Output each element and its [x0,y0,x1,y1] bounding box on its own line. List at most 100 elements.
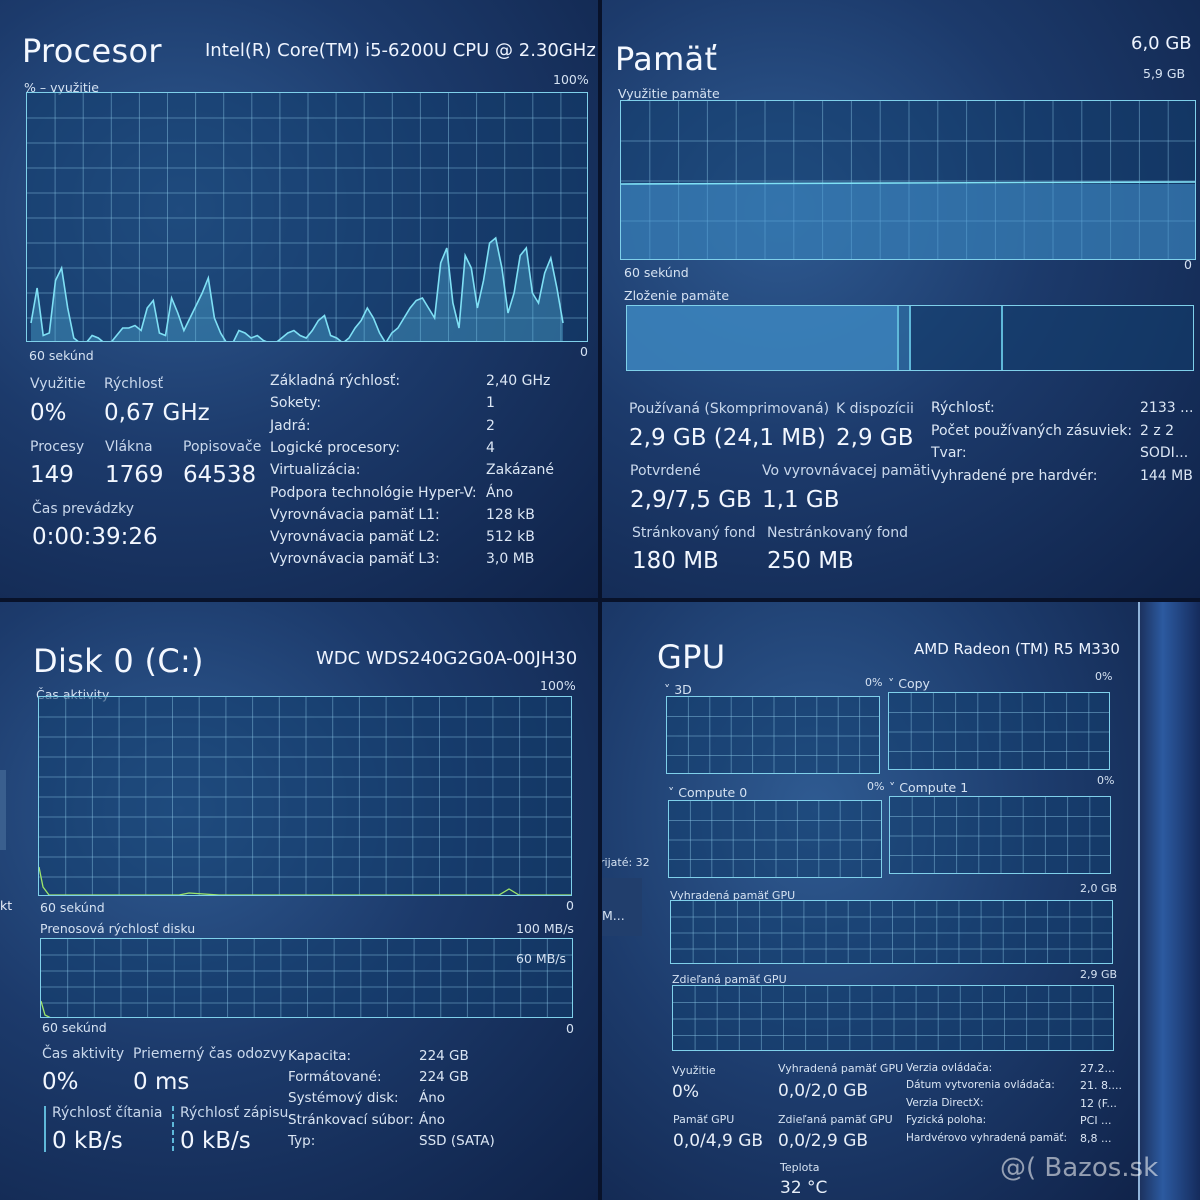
disk-detail-row: Typ: SSD (SATA) [288,1133,588,1154]
gpu-shared-label: Zdieľaná pamäť GPU [672,973,787,986]
memory-in-use-value: 2,9 GB (24,1 MB) [629,425,826,451]
gpu-side-tab: M... [600,878,642,936]
gpu-engine-copy-label[interactable]: ˅ Copy [888,676,930,691]
cpu-detail-key: Podpora technológie Hyper-V: [270,484,477,501]
disk-activity-chart [38,696,572,896]
memory-usage-line [621,181,1195,185]
gpu-engine-copy-graph [889,693,1109,769]
gpu-engine-copy-chart [888,692,1110,770]
disk-detail-key: Formátované: [288,1069,382,1086]
gpu-util-value: 0% [672,1082,699,1102]
gpu-detail-row: Dátum vytvorenia ovládača: 21. 8.... [906,1079,1136,1096]
disk-response-label: Priemerný čas odozvy [133,1046,287,1062]
gpu-util-label: Využitie [672,1064,716,1077]
cpu-threads-value: 1769 [105,462,164,488]
cpu-detail-value: 512 kB [486,529,535,546]
cpu-usage-area [31,238,563,341]
cpu-usage-graph [27,93,587,341]
gpu-detail-value: 12 (F... [1080,1096,1117,1110]
gpu-engine-compute1-label[interactable]: ˅ Compute 1 [889,780,969,795]
disk-detail-row: Systémový disk: Áno [288,1090,588,1111]
disk-write-indicator [172,1106,174,1152]
cpu-uptime-value: 0:00:39:26 [32,524,158,550]
memory-chart-max: 5,9 GB [1143,66,1186,81]
disk-detail-key: Stránkovací súbor: [288,1111,414,1128]
gpu-detail-row: Fyzická poloha: PCI ... [906,1114,1136,1131]
gpu-engine-3d-pct: 0% [865,676,883,689]
memory-min-label: 0 [1184,257,1192,272]
gpu-shared-max: 2,9 GB [1080,968,1118,981]
memory-usage-graph [621,101,1195,259]
cpu-detail-row: Virtualizácia: Zakázané [270,462,590,484]
memory-detail-row: Rýchlosť: 2133 ... [931,400,1199,423]
disk-detail-key: Typ: [288,1132,316,1149]
cpu-speed-value: 0,67 GHz [104,400,210,426]
gpu-model: AMD Radeon (TM) R5 M330 [914,640,1120,658]
disk-detail-row: Stránkovací súbor: Áno [288,1112,588,1133]
gpu-detail-row: Hardvérovo vyhradená pamäť: 8,8 ... [906,1132,1136,1149]
cpu-detail-key: Sokety: [270,395,322,412]
gpu-engine-compute1-name: Compute 1 [899,780,969,795]
memory-nonpaged-value: 250 MB [767,548,854,574]
disk-detail-value: 224 GB [419,1048,469,1064]
gpu-mem-value: 0,0/4,9 GB [673,1131,764,1151]
cpu-detail-key: Vyrovnávacia pamäť L1: [270,506,440,523]
cpu-handles-value: 64538 [183,462,257,488]
gpu-shared-chart [672,985,1114,1051]
memory-paged-value: 180 MB [632,548,719,574]
gpu-engine-compute1-graph [890,797,1110,873]
gpu-detail-key: Verzia ovládača: [906,1062,993,1074]
disk-active-label: Čas aktivity [42,1046,125,1062]
memory-usage-area [621,184,1195,259]
cpu-chart-max: 100% [553,72,589,87]
gpu-dedicated-max: 2,0 GB [1080,882,1118,895]
cpu-detail-row: Vyrovnávacia pamäť L3: 3,0 MB [270,551,590,573]
cpu-detail-row: Logické procesory: 4 [270,440,590,462]
gpu-background-window [1138,600,1200,1200]
gpu-detail-value: 8,8 ... [1080,1131,1112,1145]
disk-panel: Disk 0 (C:) WDC WDS240G2G0A-00JH30 Čas a… [0,600,600,1200]
disk-transfer-line [41,1000,51,1017]
memory-in-use-segment [627,306,897,370]
disk-read-indicator [44,1106,46,1152]
cpu-detail-key: Jadrá: [270,417,311,434]
memory-detail-row: Tvar: SODI... [931,445,1199,468]
disk-active-value: 0% [42,1069,79,1095]
cpu-model: Intel(R) Core(TM) i5-6200U CPU @ 2.30GHz [205,40,596,61]
disk-transfer-mid: 60 MB/s [516,951,566,966]
disk-side-tab [0,770,6,850]
gpu-detail-key: Fyzická poloha: [906,1114,987,1127]
memory-available-value: 2,9 GB [836,425,914,451]
gpu-dedicated-graph [671,901,1112,963]
disk-min-label: 0 [566,898,574,913]
cpu-time-label: 60 sekúnd [29,348,94,363]
memory-detail-value: 144 MB [1140,467,1193,484]
cpu-detail-row: Podpora technológie Hyper-V: Áno [270,485,590,507]
memory-committed-label: Potvrdené [630,463,701,479]
cpu-detail-value: 2 [486,417,495,434]
gpu-detail-key: Verzia DirectX: [906,1096,984,1109]
cpu-detail-value: 3,0 MB [486,551,535,568]
gpu-detail-row: Verzia DirectX: 12 (F... [906,1097,1136,1114]
disk-detail-key: Kapacita: [288,1048,352,1064]
memory-available-label: K dispozícii [836,401,914,417]
disk-activity-graph [39,697,571,895]
gpu-panel: rijaté: 32 M... GPU AMD Radeon (TM) R5 M… [600,600,1200,1200]
gpu-title: GPU [657,638,726,676]
gpu-detail-key: Hardvérovo vyhradená pamäť: [906,1131,1068,1144]
memory-detail-key: Rýchlosť: [931,400,995,416]
disk-write-value: 0 kB/s [180,1128,251,1154]
cpu-uptime-label: Čas prevádzky [32,501,135,517]
disk-transfer-max: 100 MB/s [516,921,574,936]
cpu-detail-row: Základná rýchlosť: 2,40 GHz [270,373,590,395]
gpu-dedicated-label: Vyhradená pamäť GPU [670,889,796,902]
gpu-engine-compute0-label[interactable]: ˅ Compute 0 [668,785,748,800]
gpu-engine-3d-label[interactable]: ˅ 3D [664,682,692,697]
memory-detail-key: Vyhradené pre hardvér: [931,467,1098,484]
gpu-temp-label: Teplota [780,1161,820,1174]
disk-detail-row: Formátované: 224 GB [288,1069,588,1090]
disk-chart-max: 100% [540,678,576,693]
gpu-engine-compute0-pct: 0% [867,780,885,793]
disk-response-value: 0 ms [133,1069,190,1095]
memory-in-use-label: Používaná (Skomprimovaná) [629,401,830,417]
